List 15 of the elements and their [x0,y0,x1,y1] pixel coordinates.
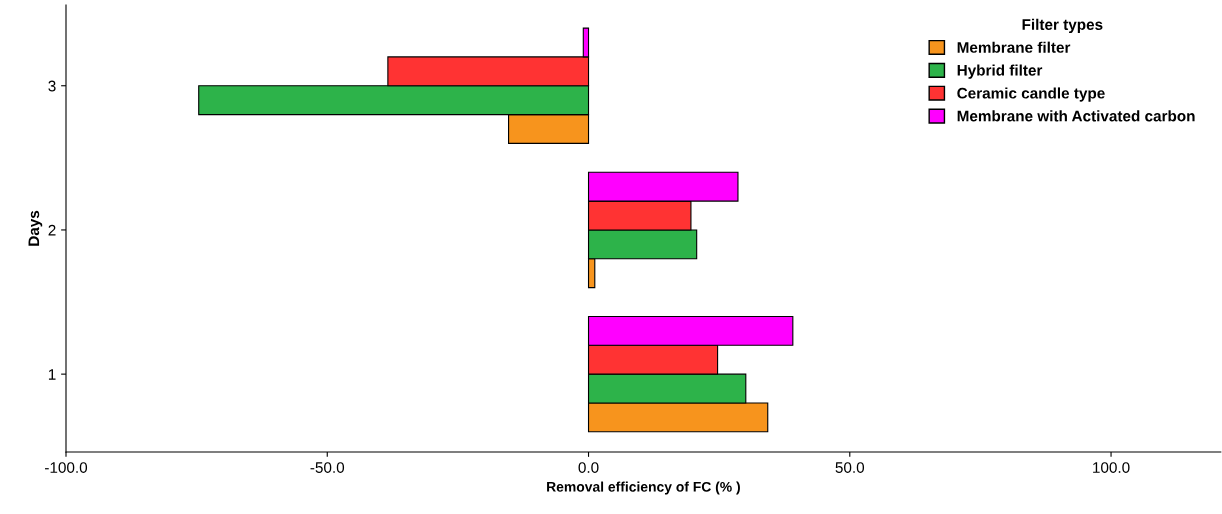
y-tick-label: 1 [48,369,56,380]
x-tick-label: 0.0 [578,462,599,473]
legend-label: Membrane filter [957,41,1071,53]
x-tick-label: -100.0 [45,462,88,473]
y-tick-label: 3 [48,80,56,92]
legend-title: Filter types [1022,18,1103,33]
x-tick-label: 100.0 [1093,462,1130,473]
x-tick-label: -50.0 [310,462,345,473]
legend-label: Membrane with Activated carbon [957,110,1195,122]
legend-label: Hybrid filter [957,64,1043,79]
legend-label: Ceramic candle type [957,87,1105,102]
y-axis-title: Days [28,210,43,246]
x-tick-label: 50.0 [835,462,865,473]
y-tick-label: 2 [48,224,56,236]
x-axis-title: Removal efficiency of FC (% ) [547,481,740,495]
